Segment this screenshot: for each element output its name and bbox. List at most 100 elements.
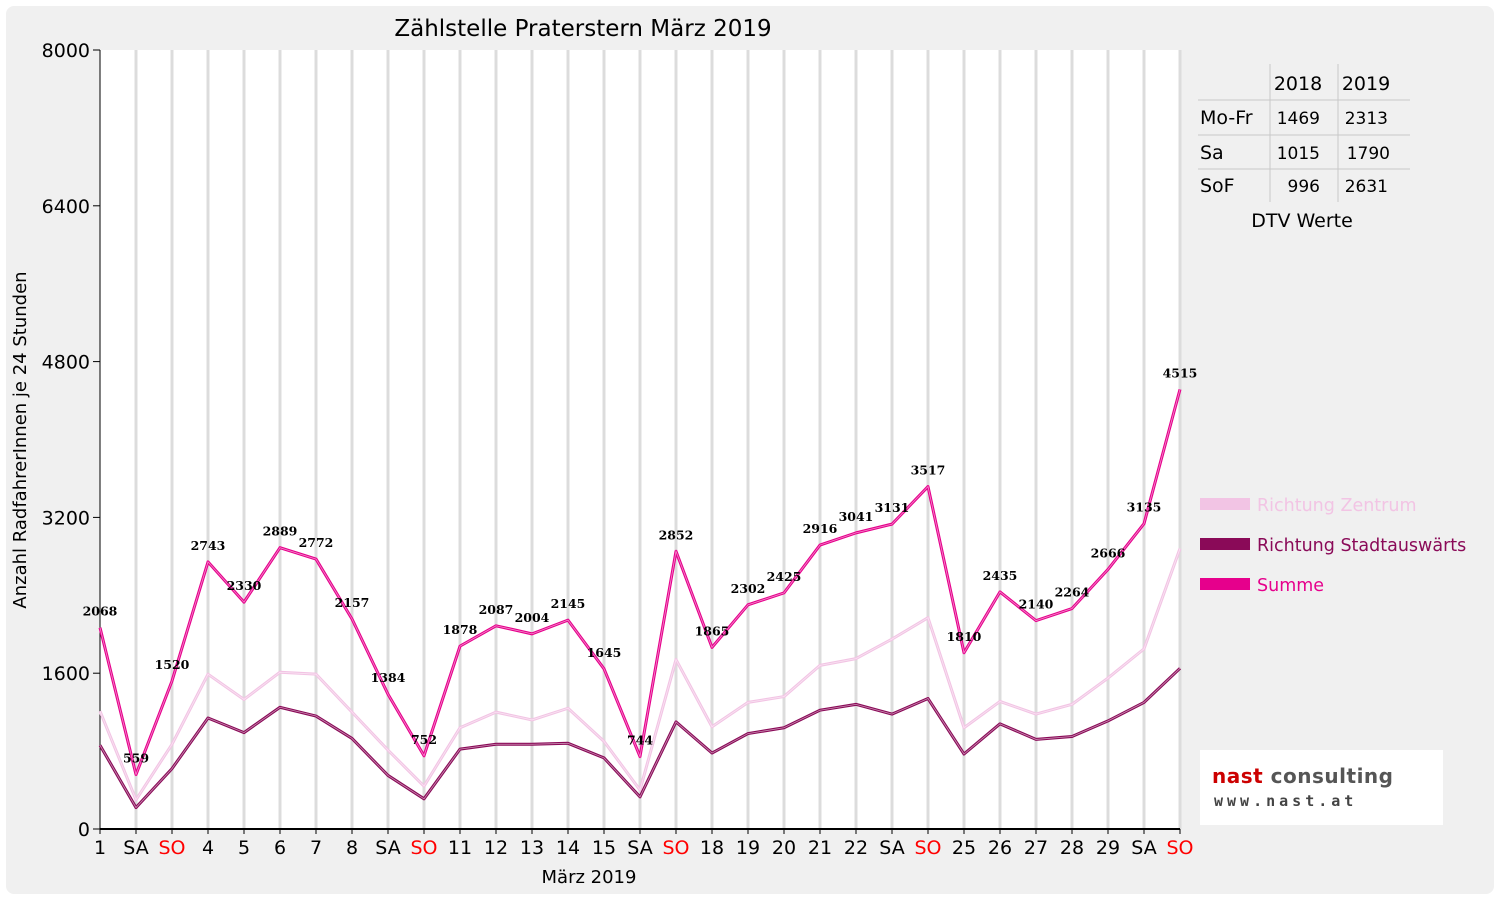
data-label: 3041: [839, 509, 874, 524]
legend: Richtung Zentrum Richtung Stadtauswärts Su…: [1200, 496, 1466, 596]
data-label: 3517: [911, 463, 946, 478]
dtv-col-header-2018: 2018: [1274, 73, 1322, 95]
x-tick-label: 25: [952, 837, 976, 859]
logo-name: nast consulting: [1212, 764, 1394, 788]
data-label: 2852: [659, 527, 694, 542]
data-label: 2302: [731, 581, 766, 596]
dtv-cell: 2313: [1345, 109, 1388, 129]
x-tick-label: 21: [808, 837, 832, 859]
x-tick-label: 8: [346, 837, 358, 859]
x-tick-label: 22: [844, 837, 868, 859]
data-label: 1645: [587, 645, 622, 660]
x-tick-label: 20: [772, 837, 796, 859]
data-label: 3131: [875, 500, 910, 515]
legend-swatch: [1200, 498, 1250, 510]
y-tick-label: 3200: [42, 507, 90, 529]
dtv-caption: DTV Werte: [1251, 210, 1353, 232]
x-tick-label: SO: [1166, 837, 1193, 859]
x-tick-label: 6: [274, 837, 286, 859]
x-tick-label: 15: [592, 837, 616, 859]
data-label: 744: [627, 733, 653, 748]
legend-label: Summe: [1257, 576, 1324, 596]
series-highlight-1: [99, 668, 1181, 809]
data-label: 2145: [551, 596, 586, 611]
x-tick-label: 14: [556, 837, 580, 859]
dtv-row-label: SoF: [1200, 175, 1235, 197]
data-label: 2140: [1019, 597, 1054, 612]
x-tick-label: SA: [375, 837, 400, 859]
y-tick-label: 0: [78, 819, 90, 841]
series-highlight-2: [99, 389, 1181, 776]
data-label: 2425: [767, 569, 802, 584]
x-tick-label: SA: [123, 837, 148, 859]
x-tick-label: 5: [238, 837, 250, 859]
x-tick-label: 18: [700, 837, 724, 859]
y-axis-label: Anzahl RadfahrerInnen je 24 Stunden: [10, 271, 31, 608]
x-tick-label: SO: [914, 837, 941, 859]
data-label: 3135: [1127, 500, 1162, 515]
x-tick-label: 19: [736, 837, 760, 859]
data-label: 4515: [1163, 365, 1198, 380]
x-tick-label: SO: [158, 837, 185, 859]
data-label: 2264: [1055, 585, 1090, 600]
dtv-table: 2018 2019 Mo-Fr 1469 2313 Sa 1015 1790 S…: [1198, 64, 1410, 232]
x-tick-label: 26: [988, 837, 1012, 859]
data-label: 752: [411, 732, 437, 747]
data-label: 2087: [479, 602, 514, 617]
data-label: 2004: [515, 610, 550, 625]
data-label: 1520: [155, 657, 190, 672]
dtv-cell: 1469: [1277, 109, 1320, 129]
dtv-cell: 996: [1288, 177, 1320, 197]
x-tick-label: SA: [627, 837, 652, 859]
series-lines: [98, 388, 1182, 810]
data-label: 1810: [947, 629, 982, 644]
data-label: 2772: [299, 535, 334, 550]
data-label: 2330: [227, 578, 262, 593]
x-tick-label: SO: [662, 837, 689, 859]
dtv-row-label: Mo-Fr: [1200, 107, 1253, 129]
dtv-col-header-2019: 2019: [1342, 73, 1390, 95]
y-tick-label: 1600: [42, 663, 90, 685]
x-tick-label: 27: [1024, 837, 1048, 859]
dtv-cell: 1790: [1347, 144, 1390, 164]
dtv-cell: 1015: [1277, 144, 1320, 164]
series-highlight-0: [99, 548, 1181, 801]
dtv-row-label: Sa: [1200, 142, 1224, 164]
x-tick-label: 4: [202, 837, 214, 859]
data-label: 2157: [335, 595, 370, 610]
x-tick-label: 28: [1060, 837, 1084, 859]
x-tick-label: 13: [520, 837, 544, 859]
data-label: 2435: [983, 568, 1018, 583]
data-label: 559: [123, 751, 149, 766]
y-tick-label: 4800: [42, 352, 90, 374]
x-tick-label: 12: [484, 837, 508, 859]
y-tick-label: 8000: [42, 40, 90, 62]
company-logo: nast consulting www.nast.at: [1200, 750, 1443, 825]
x-axis: 1 SA SO 4 5 6 7 8 SA SO 11 12 13 14 15 SA SO 18 19 20 21 22 SA…: [94, 828, 1194, 859]
legend-swatch: [1200, 578, 1250, 590]
x-tick-label: SA: [1131, 837, 1156, 859]
x-tick-label: 29: [1096, 837, 1120, 859]
logo-url: www.nast.at: [1214, 792, 1358, 810]
x-tick-label: SO: [410, 837, 437, 859]
x-tick-label: 1: [94, 837, 106, 859]
x-tick-label: 7: [310, 837, 322, 859]
x-axis-label: März 2019: [542, 867, 637, 888]
x-tick-label: 11: [448, 837, 472, 859]
dtv-cell: 2631: [1345, 177, 1388, 197]
data-label: 2889: [263, 524, 298, 539]
y-tick-label: 6400: [42, 196, 90, 218]
legend-label: Richtung Zentrum: [1257, 496, 1417, 516]
chart-title: Zählstelle Praterstern März 2019: [394, 16, 771, 42]
data-label: 2743: [191, 538, 226, 553]
data-label: 2068: [83, 604, 118, 619]
legend-label: Richtung Stadtauswärts: [1257, 536, 1466, 556]
data-label: 1865: [695, 623, 730, 638]
data-label: 2666: [1091, 545, 1126, 560]
data-label: 1384: [371, 670, 406, 685]
data-label: 2916: [803, 521, 838, 536]
y-axis: 0 1600 3200 4800 6400 8000: [42, 40, 101, 841]
legend-swatch: [1200, 538, 1250, 550]
